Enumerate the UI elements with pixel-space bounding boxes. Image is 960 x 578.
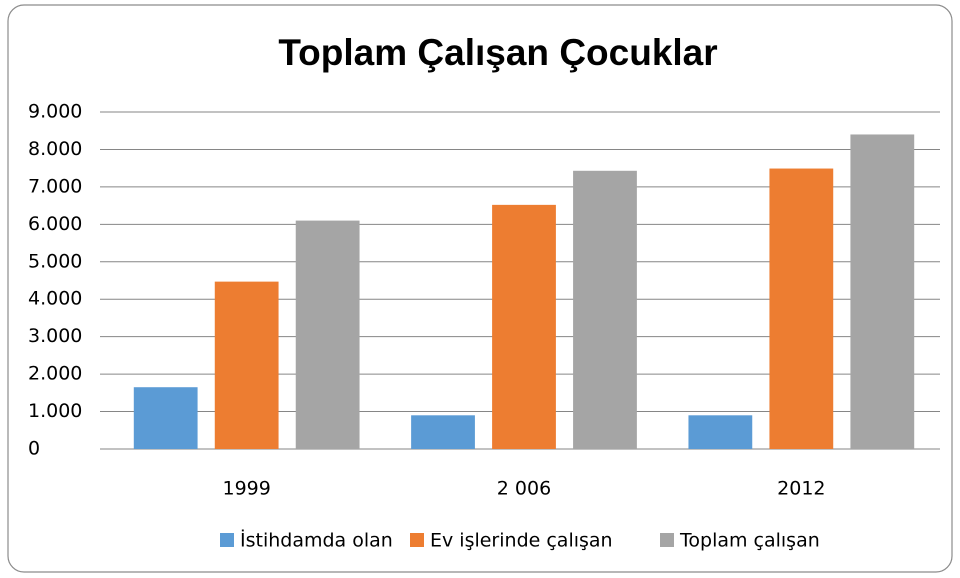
legend-label: Ev işlerinde çalışan <box>430 530 613 552</box>
bar <box>411 415 475 449</box>
bar <box>573 170 637 449</box>
x-tick-label: 2012 <box>777 478 825 500</box>
bar <box>295 220 360 449</box>
legend-swatch <box>410 533 424 547</box>
y-tick-label: 6.000 <box>28 213 82 235</box>
x-tick-label: 2 006 <box>497 478 551 500</box>
legend-swatch <box>660 533 674 547</box>
y-tick-label: 3.000 <box>28 325 82 347</box>
y-tick-label: 5.000 <box>28 250 82 272</box>
y-tick-label: 0 <box>28 438 40 460</box>
x-tick-label: 1999 <box>222 478 270 500</box>
bar <box>214 281 279 449</box>
bar <box>850 134 915 449</box>
y-tick-label: 2.000 <box>28 363 82 385</box>
chart-title: Toplam Çalışan Çocuklar <box>278 32 717 73</box>
y-tick-label: 4.000 <box>28 288 82 310</box>
bar <box>492 204 556 449</box>
y-tick-label: 8.000 <box>28 138 82 160</box>
legend-swatch <box>220 533 234 547</box>
y-tick-label: 1.000 <box>28 400 82 422</box>
y-tick-label: 7.000 <box>28 175 82 197</box>
bar <box>769 168 834 449</box>
legend-label: Toplam çalışan <box>679 530 820 552</box>
bar <box>688 415 753 449</box>
y-tick-label: 9.000 <box>28 101 82 123</box>
legend-label: İstihdamda olan <box>240 529 393 552</box>
bar <box>133 387 198 449</box>
